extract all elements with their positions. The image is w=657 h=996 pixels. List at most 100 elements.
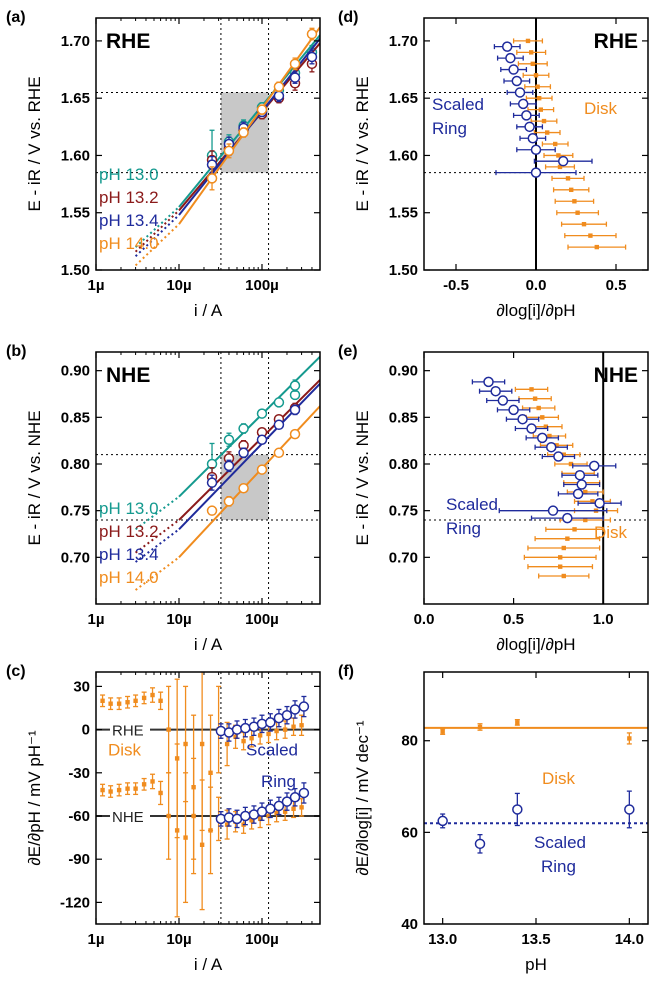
series-ph-13-0: [134, 355, 320, 531]
legend-entry: pH 13.2: [99, 188, 159, 207]
y-tick-label: 1.55: [389, 205, 418, 222]
data-point: [511, 75, 523, 87]
data-point: [273, 81, 285, 92]
data-point: [524, 121, 535, 133]
panel-label: (e): [338, 343, 358, 360]
data-point: [150, 692, 155, 698]
data-point: [624, 804, 635, 815]
reference-badge: RHE: [106, 30, 150, 53]
y-axis-label: E - iR / V vs. NHE: [353, 410, 372, 545]
y-tick-label: -90: [68, 851, 90, 868]
axes-frame: [423, 671, 649, 925]
data-point: [529, 387, 534, 392]
y-axis-label: ∂E/∂log[i] / mV dec⁻¹: [353, 720, 372, 876]
data-point: [535, 84, 540, 89]
x-tick-label: 13.5: [521, 931, 550, 948]
extrapolation-line: [134, 556, 180, 591]
data-point: [238, 423, 249, 434]
extrapolation-line: [134, 528, 180, 563]
data-point: [100, 698, 105, 703]
data-point: [116, 701, 122, 706]
panel-b: 1µ 10µ 100µ 0.70 0.75 0.80 0.85 0.90 i / A E - iR…: [6, 343, 321, 654]
data-point: [557, 164, 563, 170]
y-tick-label: 0.70: [61, 549, 90, 566]
data-point: [208, 770, 213, 775]
x-tick-label: 0.0: [414, 611, 435, 628]
data-point: [530, 144, 542, 155]
ref-label-bg: [110, 807, 150, 825]
reference-badge: NHE: [594, 364, 638, 387]
data-point: [517, 98, 529, 110]
series-disk: [424, 719, 648, 745]
data-point: [440, 729, 445, 734]
annotation-label: Scaled: [446, 495, 498, 514]
data-point: [490, 385, 501, 397]
data-point: [281, 709, 293, 721]
data-point: [100, 787, 105, 793]
reference-label: NHE: [112, 809, 144, 826]
axes-frame: [423, 351, 649, 605]
data-point: [530, 61, 535, 67]
y-tick-label: 1.60: [389, 147, 418, 164]
data-point: [241, 738, 246, 744]
data-point: [557, 564, 563, 569]
x-tick-label: 1.0: [593, 611, 614, 628]
data-point: [206, 173, 218, 184]
x-axis-label: i / A: [194, 635, 223, 654]
data-point: [282, 809, 288, 814]
y-tick-label: 1.65: [389, 90, 418, 107]
data-point: [594, 497, 605, 509]
data-point: [512, 804, 523, 815]
x-axis-label: ∂log[i]/∂pH: [496, 301, 575, 320]
y-tick-label: 0.90: [389, 363, 418, 380]
data-point: [565, 176, 571, 181]
data-point: [240, 722, 251, 734]
y-tick-label: 60: [401, 824, 418, 841]
x-axis-label: ∂log[i]/∂pH: [496, 635, 575, 654]
data-point: [556, 153, 561, 158]
y-tick-label: 0: [82, 722, 90, 739]
series-scaled-ring: [493, 41, 593, 178]
y-tick-label: 1.50: [61, 262, 90, 279]
data-point: [545, 441, 557, 453]
data-point: [561, 545, 566, 551]
y-tick-label: 0.80: [389, 456, 418, 473]
legend-entry: pH 14.0: [99, 234, 159, 253]
data-point: [537, 432, 548, 444]
data-point: [183, 741, 188, 747]
data-point: [108, 701, 113, 706]
data-point: [141, 782, 147, 787]
panel-label: (f): [338, 663, 354, 680]
annotation-label: Disk: [108, 741, 142, 760]
data-point: [515, 720, 520, 725]
y-tick-label: 0.85: [61, 409, 90, 426]
data-point: [281, 796, 293, 807]
data-point: [553, 451, 564, 462]
data-point: [537, 95, 542, 101]
data-point: [273, 397, 285, 408]
y-axis-label: E - iR / V vs. RHE: [25, 76, 44, 211]
data-point: [289, 72, 301, 83]
data-point: [581, 221, 587, 227]
ref-label-bg: [110, 720, 150, 739]
panel-label: (a): [6, 9, 26, 26]
data-point: [150, 779, 155, 784]
series-scaled-ring: [471, 376, 622, 524]
data-point: [299, 723, 304, 728]
data-point: [289, 428, 301, 440]
annotation-label: Disk: [542, 769, 576, 788]
data-point: [289, 704, 301, 715]
data-point: [125, 700, 130, 705]
x-tick-label: 100µ: [245, 277, 279, 294]
data-point: [521, 110, 532, 121]
data-point: [569, 187, 574, 193]
series-ph-14-0: [134, 405, 320, 591]
data-point: [554, 443, 559, 448]
data-point: [256, 104, 268, 115]
y-tick-label: 40: [401, 916, 418, 933]
data-point: [266, 731, 271, 737]
data-point: [166, 727, 171, 732]
data-point: [249, 818, 254, 823]
data-point: [206, 505, 218, 516]
